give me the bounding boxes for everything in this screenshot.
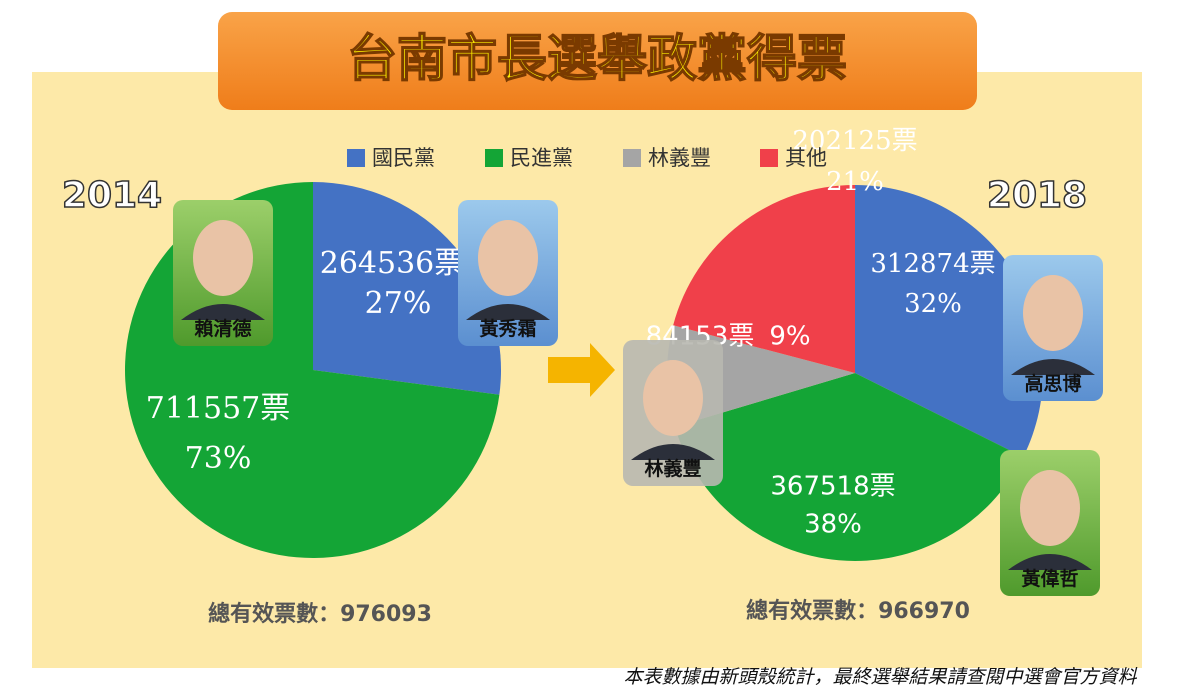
candidate-name: 賴清德 xyxy=(194,317,251,340)
candidate-face xyxy=(1023,275,1083,351)
candidate-body xyxy=(466,304,550,320)
value-label: 367518票 xyxy=(770,472,895,502)
total-label: 總有效票數：976093 xyxy=(208,601,432,627)
candidate-face xyxy=(1020,470,1080,546)
percent-label: 32% xyxy=(904,289,962,319)
footnote: 本表數據由新頭殼統計，最終選舉結果請查閱中選會官方資料 xyxy=(623,666,1137,688)
candidate-name: 高思博 xyxy=(1024,372,1081,395)
pie-slice xyxy=(855,185,1043,457)
legend-label: 其他 xyxy=(785,146,827,170)
value-label: 264536票 xyxy=(320,246,465,281)
pie-slice xyxy=(674,373,1024,561)
candidate-body xyxy=(631,444,715,460)
candidate-name: 黃秀霜 xyxy=(479,317,536,340)
legend-swatch xyxy=(347,149,365,167)
candidate-face xyxy=(643,360,703,436)
value-label: 312874票 xyxy=(870,249,995,279)
legend-label: 林義豐 xyxy=(648,146,711,170)
year-label: 2018 xyxy=(987,175,1087,216)
candidate-name: 林義豐 xyxy=(644,457,701,480)
legend-swatch xyxy=(485,149,503,167)
value-label: 711557票 xyxy=(146,391,291,426)
pie-slice xyxy=(673,185,855,373)
percent-label: 9% xyxy=(769,322,810,352)
legend-swatch xyxy=(760,149,778,167)
candidate-face xyxy=(193,220,253,296)
candidate-face xyxy=(478,220,538,296)
percent-label: 38% xyxy=(804,510,862,540)
candidate-body xyxy=(1011,359,1095,375)
legend-label: 國民黨 xyxy=(372,146,435,170)
candidate-body xyxy=(1008,554,1092,570)
candidate-body xyxy=(181,304,265,320)
candidate-name: 黃偉哲 xyxy=(1021,567,1078,590)
pie-slice xyxy=(313,182,501,395)
total-label: 總有效票數：966970 xyxy=(746,598,970,624)
title: 台南市長選舉政黨得票 xyxy=(347,30,847,88)
percent-label: 21% xyxy=(826,167,884,197)
percent-label: 27% xyxy=(365,286,432,321)
legend-swatch xyxy=(623,149,641,167)
value-label: 202125票 xyxy=(792,126,917,156)
percent-label: 73% xyxy=(185,441,252,476)
year-label: 2014 xyxy=(62,175,162,216)
legend-label: 民進黨 xyxy=(510,146,573,170)
title-box xyxy=(218,12,977,110)
arrow xyxy=(548,343,615,397)
